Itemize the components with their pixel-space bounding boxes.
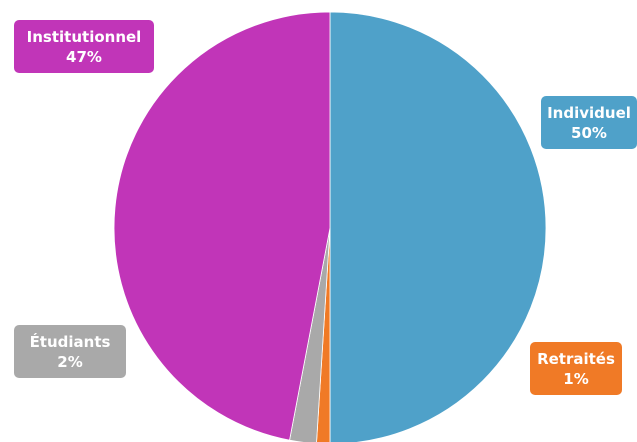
data-label-percent: 2% — [57, 353, 82, 371]
data-label-box — [541, 96, 637, 149]
data-label-etudiants: Étudiants 2% — [14, 325, 126, 378]
data-label-box — [14, 325, 126, 378]
data-label-box — [14, 20, 154, 73]
data-label-name: Individuel — [547, 104, 631, 122]
data-label-retraites: Retraités 1% — [530, 342, 622, 395]
data-label-name: Étudiants — [30, 332, 111, 351]
data-label-name: Institutionnel — [27, 28, 142, 46]
pie-slices — [113, 11, 547, 442]
data-label-percent: 1% — [563, 370, 588, 388]
data-label-individuel: Individuel 50% — [541, 96, 637, 149]
data-label-box — [530, 342, 622, 395]
pie-slice-individuel — [329, 11, 547, 442]
data-label-percent: 50% — [571, 124, 607, 142]
data-label-institutionnel: Institutionnel 47% — [14, 20, 154, 73]
data-label-percent: 47% — [66, 48, 102, 66]
data-label-name: Retraités — [537, 350, 615, 368]
data-label-callouts: Individuel 50% Retraités 1% Étudiants 2% Insti… — [14, 20, 637, 395]
pie-slice-institutionnel — [113, 11, 331, 441]
